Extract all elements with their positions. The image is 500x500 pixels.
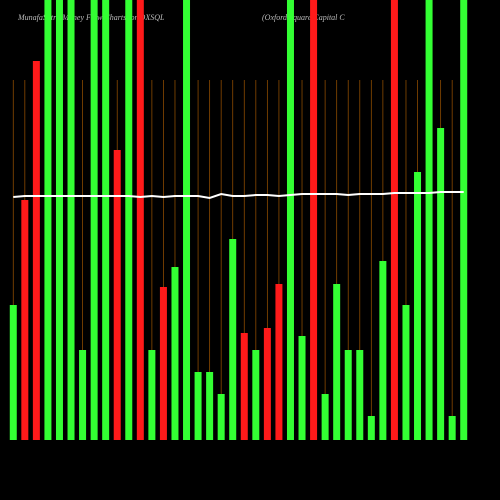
bar [275, 284, 283, 440]
bar [67, 0, 75, 440]
bar [229, 239, 237, 440]
bar [286, 0, 294, 440]
bar [414, 172, 422, 440]
bar [333, 284, 341, 440]
bar [425, 0, 433, 440]
bar [113, 150, 121, 440]
bar [159, 287, 167, 440]
bar [55, 0, 63, 440]
bar [44, 0, 52, 440]
bar [379, 261, 387, 440]
bar [148, 350, 156, 440]
bar [298, 336, 306, 440]
bar [448, 416, 456, 440]
bar [79, 350, 87, 440]
bar [102, 0, 110, 440]
bar [21, 200, 29, 440]
bar [217, 394, 225, 440]
bar [183, 0, 191, 440]
bar [367, 416, 375, 440]
bar [125, 0, 133, 440]
bar [194, 372, 202, 440]
bar [206, 372, 214, 440]
bar [136, 0, 144, 440]
bar [32, 61, 40, 440]
bar [252, 350, 260, 440]
bar [344, 350, 352, 440]
chart-subtitle: (Oxford Square Capital C [262, 13, 345, 22]
bar [437, 128, 445, 440]
line [13, 191, 464, 200]
bar [390, 0, 398, 440]
bar [240, 333, 248, 440]
bar [310, 0, 318, 440]
bar [171, 267, 179, 440]
bar [263, 328, 271, 440]
bar [90, 0, 98, 440]
bar [9, 305, 17, 440]
bar [460, 0, 468, 440]
bar [402, 305, 410, 440]
bar [356, 350, 364, 440]
bar [321, 394, 329, 440]
